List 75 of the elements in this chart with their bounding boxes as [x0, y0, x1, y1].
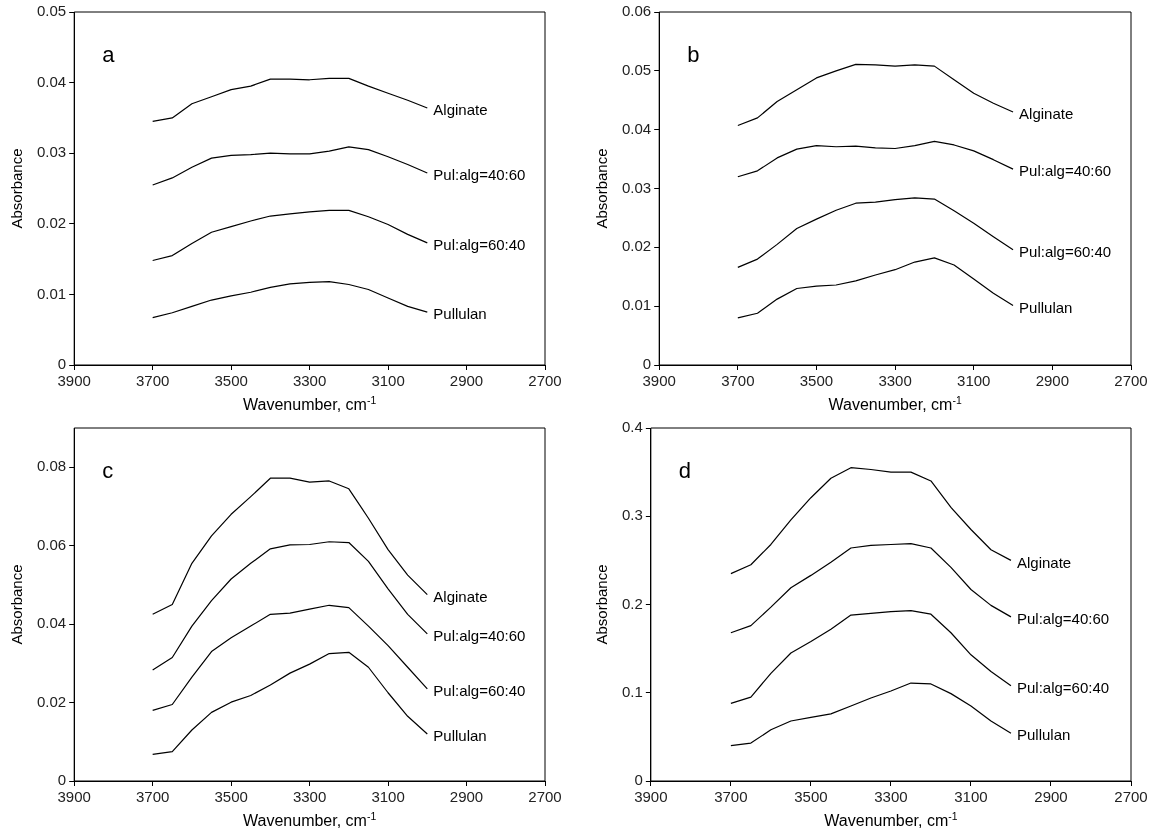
y-tick-label: 0.4	[621, 418, 643, 436]
series-label: Alginate	[433, 587, 488, 605]
x-tick-label: 2900	[1034, 788, 1068, 806]
text: b	[687, 42, 700, 67]
x-tick-label: 2700	[1114, 788, 1148, 806]
x-tick-label: 3700	[721, 372, 755, 390]
x-tick-label: 3500	[799, 372, 834, 390]
x-tick-label: 3300	[878, 372, 912, 390]
y-tick-label: 0.03	[36, 143, 67, 161]
text: a	[102, 42, 116, 67]
x-tick-label: 2700	[528, 788, 562, 806]
x-tick-label: 2900	[449, 788, 484, 806]
x-tick-label: 3500	[794, 788, 828, 806]
y-tick-label: 0.3	[621, 506, 643, 524]
y-tick-label: 0.05	[621, 60, 652, 78]
y-tick-label: 0.01	[621, 296, 652, 314]
x-tick-label: 3300	[874, 788, 908, 806]
x-tick-label: 3700	[135, 372, 170, 390]
y-tick-label: 0.08	[36, 457, 67, 475]
series-label: Pullulan	[433, 305, 487, 323]
y-tick-label: 0	[57, 355, 67, 373]
series-label: Pul:alg=40:60	[1019, 162, 1112, 180]
y-tick-label: 0	[634, 771, 643, 789]
x-tick-label: 3700	[714, 788, 748, 806]
text: d	[678, 458, 692, 483]
x-tick-label: 3100	[957, 372, 991, 390]
x-tick-label: 3500	[214, 788, 248, 806]
series-label: Pul:alg=40:60	[433, 627, 526, 645]
x-tick-label: 3700	[135, 788, 170, 806]
x-tick-label: 3900	[57, 788, 91, 806]
y-tick-label: 0.02	[36, 692, 67, 710]
series-label: Pul:alg=60:40	[433, 236, 526, 253]
x-tick-label: 3900	[642, 372, 676, 390]
series-label: Alginate	[1019, 105, 1074, 123]
y-tick-label: 0.02	[621, 237, 652, 255]
y-tick-label: 0.05	[36, 2, 67, 20]
y-tick-label: 0	[642, 355, 652, 373]
text: c	[102, 458, 114, 483]
x-tick-label: 2900	[1035, 372, 1070, 390]
series-label: Alginate	[1016, 553, 1072, 571]
series-label: Pul:alg=40:60	[433, 166, 526, 184]
series-label: Pullulan	[1016, 726, 1071, 744]
x-tick-label: 3100	[371, 788, 405, 806]
series-label: Pul:alg=40:60	[1016, 610, 1110, 627]
y-tick-label: 0.04	[621, 119, 652, 137]
x-tick-label: 3500	[214, 372, 248, 390]
y-tick-label: 0.04	[36, 72, 67, 90]
y-tick-label: 0	[57, 771, 67, 789]
series-label: Pul:alg=60:40	[433, 681, 526, 699]
x-tick-label: 3100	[371, 372, 405, 390]
y-tick-label: 0.01	[36, 284, 67, 302]
y-axis-title: Absorbance	[593, 148, 611, 229]
y-tick-label: 0.02	[36, 213, 67, 231]
y-axis-title: Absorbance	[593, 564, 611, 645]
y-tick-label: 0.06	[621, 2, 652, 20]
x-tick-label: 3300	[292, 788, 327, 806]
y-axis-title: Absorbance	[8, 148, 26, 229]
y-tick-label: 0.06	[36, 535, 67, 553]
y-axis-title: Absorbance	[8, 564, 26, 645]
x-tick-label: 3900	[634, 788, 668, 806]
x-tick-label: 3100	[954, 788, 988, 806]
series-label: Alginate	[433, 101, 488, 119]
series-label: Pul:alg=60:40	[1016, 678, 1110, 696]
x-tick-label: 2900	[449, 372, 484, 390]
series-label: Pul:alg=60:40	[1019, 242, 1112, 260]
series-label: Pullulan	[1019, 298, 1073, 316]
x-tick-label: 3900	[57, 372, 91, 390]
y-tick-label: 0.2	[621, 594, 643, 612]
y-tick-label: 0.04	[36, 614, 67, 632]
y-tick-label: 0.03	[621, 178, 652, 196]
series-label: Pullulan	[433, 727, 487, 745]
x-tick-label: 2700	[528, 372, 562, 390]
x-tick-label: 2700	[1114, 372, 1148, 390]
y-tick-label: 0.1	[621, 682, 643, 700]
x-tick-label: 3300	[292, 372, 327, 390]
